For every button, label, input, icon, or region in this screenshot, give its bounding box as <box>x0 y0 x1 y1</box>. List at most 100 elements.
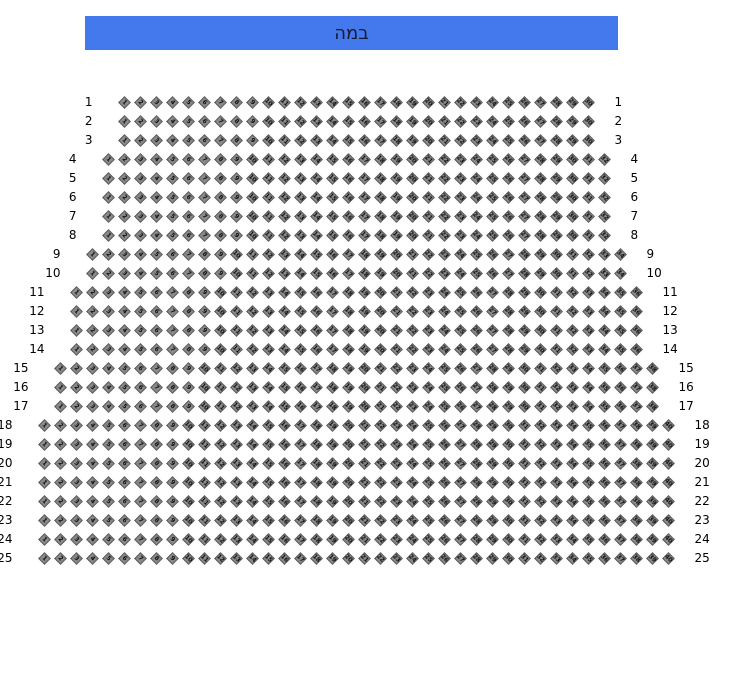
seat[interactable]: 29 <box>486 475 499 489</box>
seat[interactable]: 19 <box>390 209 403 223</box>
seat[interactable]: 34 <box>598 342 611 356</box>
seat[interactable]: 30 <box>502 513 515 527</box>
seat[interactable]: 19 <box>406 114 419 128</box>
seat[interactable]: 6 <box>182 228 195 242</box>
seat[interactable]: 19 <box>342 380 355 394</box>
seat[interactable]: 5 <box>102 475 115 489</box>
seat[interactable]: 6 <box>118 532 131 546</box>
seat[interactable]: 17 <box>326 304 339 318</box>
seat[interactable]: 31 <box>582 209 595 223</box>
seat[interactable]: 27 <box>534 114 547 128</box>
seat[interactable]: 36 <box>598 475 611 489</box>
seat[interactable]: 2 <box>54 475 67 489</box>
seat[interactable]: 6 <box>150 285 163 299</box>
seat[interactable]: 18 <box>310 437 323 451</box>
seat[interactable]: 26 <box>454 361 467 375</box>
seat[interactable]: 11 <box>214 399 227 413</box>
seat[interactable]: 9 <box>230 228 243 242</box>
seat[interactable]: 35 <box>582 437 595 451</box>
seat[interactable]: 12 <box>262 266 275 280</box>
seat[interactable]: 18 <box>326 361 339 375</box>
seat[interactable]: 15 <box>278 380 291 394</box>
seat[interactable]: 17 <box>310 361 323 375</box>
seat[interactable]: 13 <box>278 247 291 261</box>
seat[interactable]: 36 <box>630 323 643 337</box>
seat[interactable]: 8 <box>214 209 227 223</box>
seat[interactable]: 8 <box>150 456 163 470</box>
seat[interactable]: 24 <box>422 399 435 413</box>
seat[interactable]: 27 <box>518 190 531 204</box>
seat[interactable]: 9 <box>166 494 179 508</box>
seat[interactable]: 40 <box>662 418 675 432</box>
seat[interactable]: 3 <box>134 171 147 185</box>
seat[interactable]: 34 <box>582 399 595 413</box>
seat[interactable]: 5 <box>102 418 115 432</box>
seat[interactable]: 39 <box>646 418 659 432</box>
seat[interactable]: 26 <box>438 475 451 489</box>
seat[interactable]: 19 <box>326 551 339 565</box>
seat[interactable]: 30 <box>566 171 579 185</box>
seat[interactable]: 11 <box>278 133 291 147</box>
seat[interactable]: 18 <box>326 380 339 394</box>
seat[interactable]: 20 <box>422 114 435 128</box>
seat[interactable]: 4 <box>150 152 163 166</box>
seat[interactable]: 14 <box>310 152 323 166</box>
seat[interactable]: 9 <box>230 171 243 185</box>
seat[interactable]: 7 <box>182 247 195 261</box>
seat[interactable]: 18 <box>374 209 387 223</box>
seat[interactable]: 19 <box>326 494 339 508</box>
seat[interactable]: 13 <box>294 152 307 166</box>
seat[interactable]: 15 <box>342 114 355 128</box>
seat[interactable]: 40 <box>662 551 675 565</box>
seat[interactable]: 3 <box>102 285 115 299</box>
seat[interactable]: 21 <box>374 380 387 394</box>
seat[interactable]: 4 <box>134 266 147 280</box>
seat[interactable]: 40 <box>662 513 675 527</box>
seat[interactable]: 9 <box>182 361 195 375</box>
seat[interactable]: 12 <box>214 532 227 546</box>
seat[interactable]: 20 <box>406 171 419 185</box>
seat[interactable]: 9 <box>166 456 179 470</box>
seat[interactable]: 11 <box>198 456 211 470</box>
seat[interactable]: 25 <box>454 323 467 337</box>
seat[interactable]: 3 <box>70 513 83 527</box>
seat[interactable]: 4 <box>102 361 115 375</box>
seat[interactable]: 28 <box>550 114 563 128</box>
seat[interactable]: 6 <box>118 494 131 508</box>
seat[interactable]: 5 <box>102 513 115 527</box>
seat[interactable]: 34 <box>614 266 627 280</box>
seat[interactable]: 15 <box>294 342 307 356</box>
seat[interactable]: 26 <box>438 551 451 565</box>
seat[interactable]: 20 <box>342 551 355 565</box>
seat[interactable]: 34 <box>566 475 579 489</box>
seat[interactable]: 35 <box>614 304 627 318</box>
seat[interactable]: 19 <box>326 532 339 546</box>
seat[interactable]: 20 <box>342 494 355 508</box>
seat[interactable]: 15 <box>262 551 275 565</box>
seat[interactable]: 26 <box>470 285 483 299</box>
seat[interactable]: 26 <box>502 190 515 204</box>
seat[interactable]: 32 <box>598 228 611 242</box>
seat[interactable]: 21 <box>422 152 435 166</box>
seat[interactable]: 20 <box>390 247 403 261</box>
seat[interactable]: 30 <box>582 114 595 128</box>
seat[interactable]: 26 <box>438 456 451 470</box>
seat[interactable]: 39 <box>646 494 659 508</box>
seat[interactable]: 15 <box>294 323 307 337</box>
seat[interactable]: 16 <box>278 456 291 470</box>
seat[interactable]: 8 <box>182 323 195 337</box>
seat[interactable]: 34 <box>582 380 595 394</box>
seat[interactable]: 25 <box>502 114 515 128</box>
seat[interactable]: 13 <box>278 266 291 280</box>
seat[interactable]: 7 <box>134 418 147 432</box>
seat[interactable]: 2 <box>70 380 83 394</box>
seat[interactable]: 3 <box>134 209 147 223</box>
seat[interactable]: 2 <box>54 551 67 565</box>
seat[interactable]: 33 <box>582 285 595 299</box>
seat[interactable]: 24 <box>406 513 419 527</box>
seat[interactable]: 24 <box>406 494 419 508</box>
seat[interactable]: 9 <box>166 418 179 432</box>
seat[interactable]: 22 <box>438 152 451 166</box>
seat[interactable]: 21 <box>358 513 371 527</box>
seat[interactable]: 21 <box>358 532 371 546</box>
